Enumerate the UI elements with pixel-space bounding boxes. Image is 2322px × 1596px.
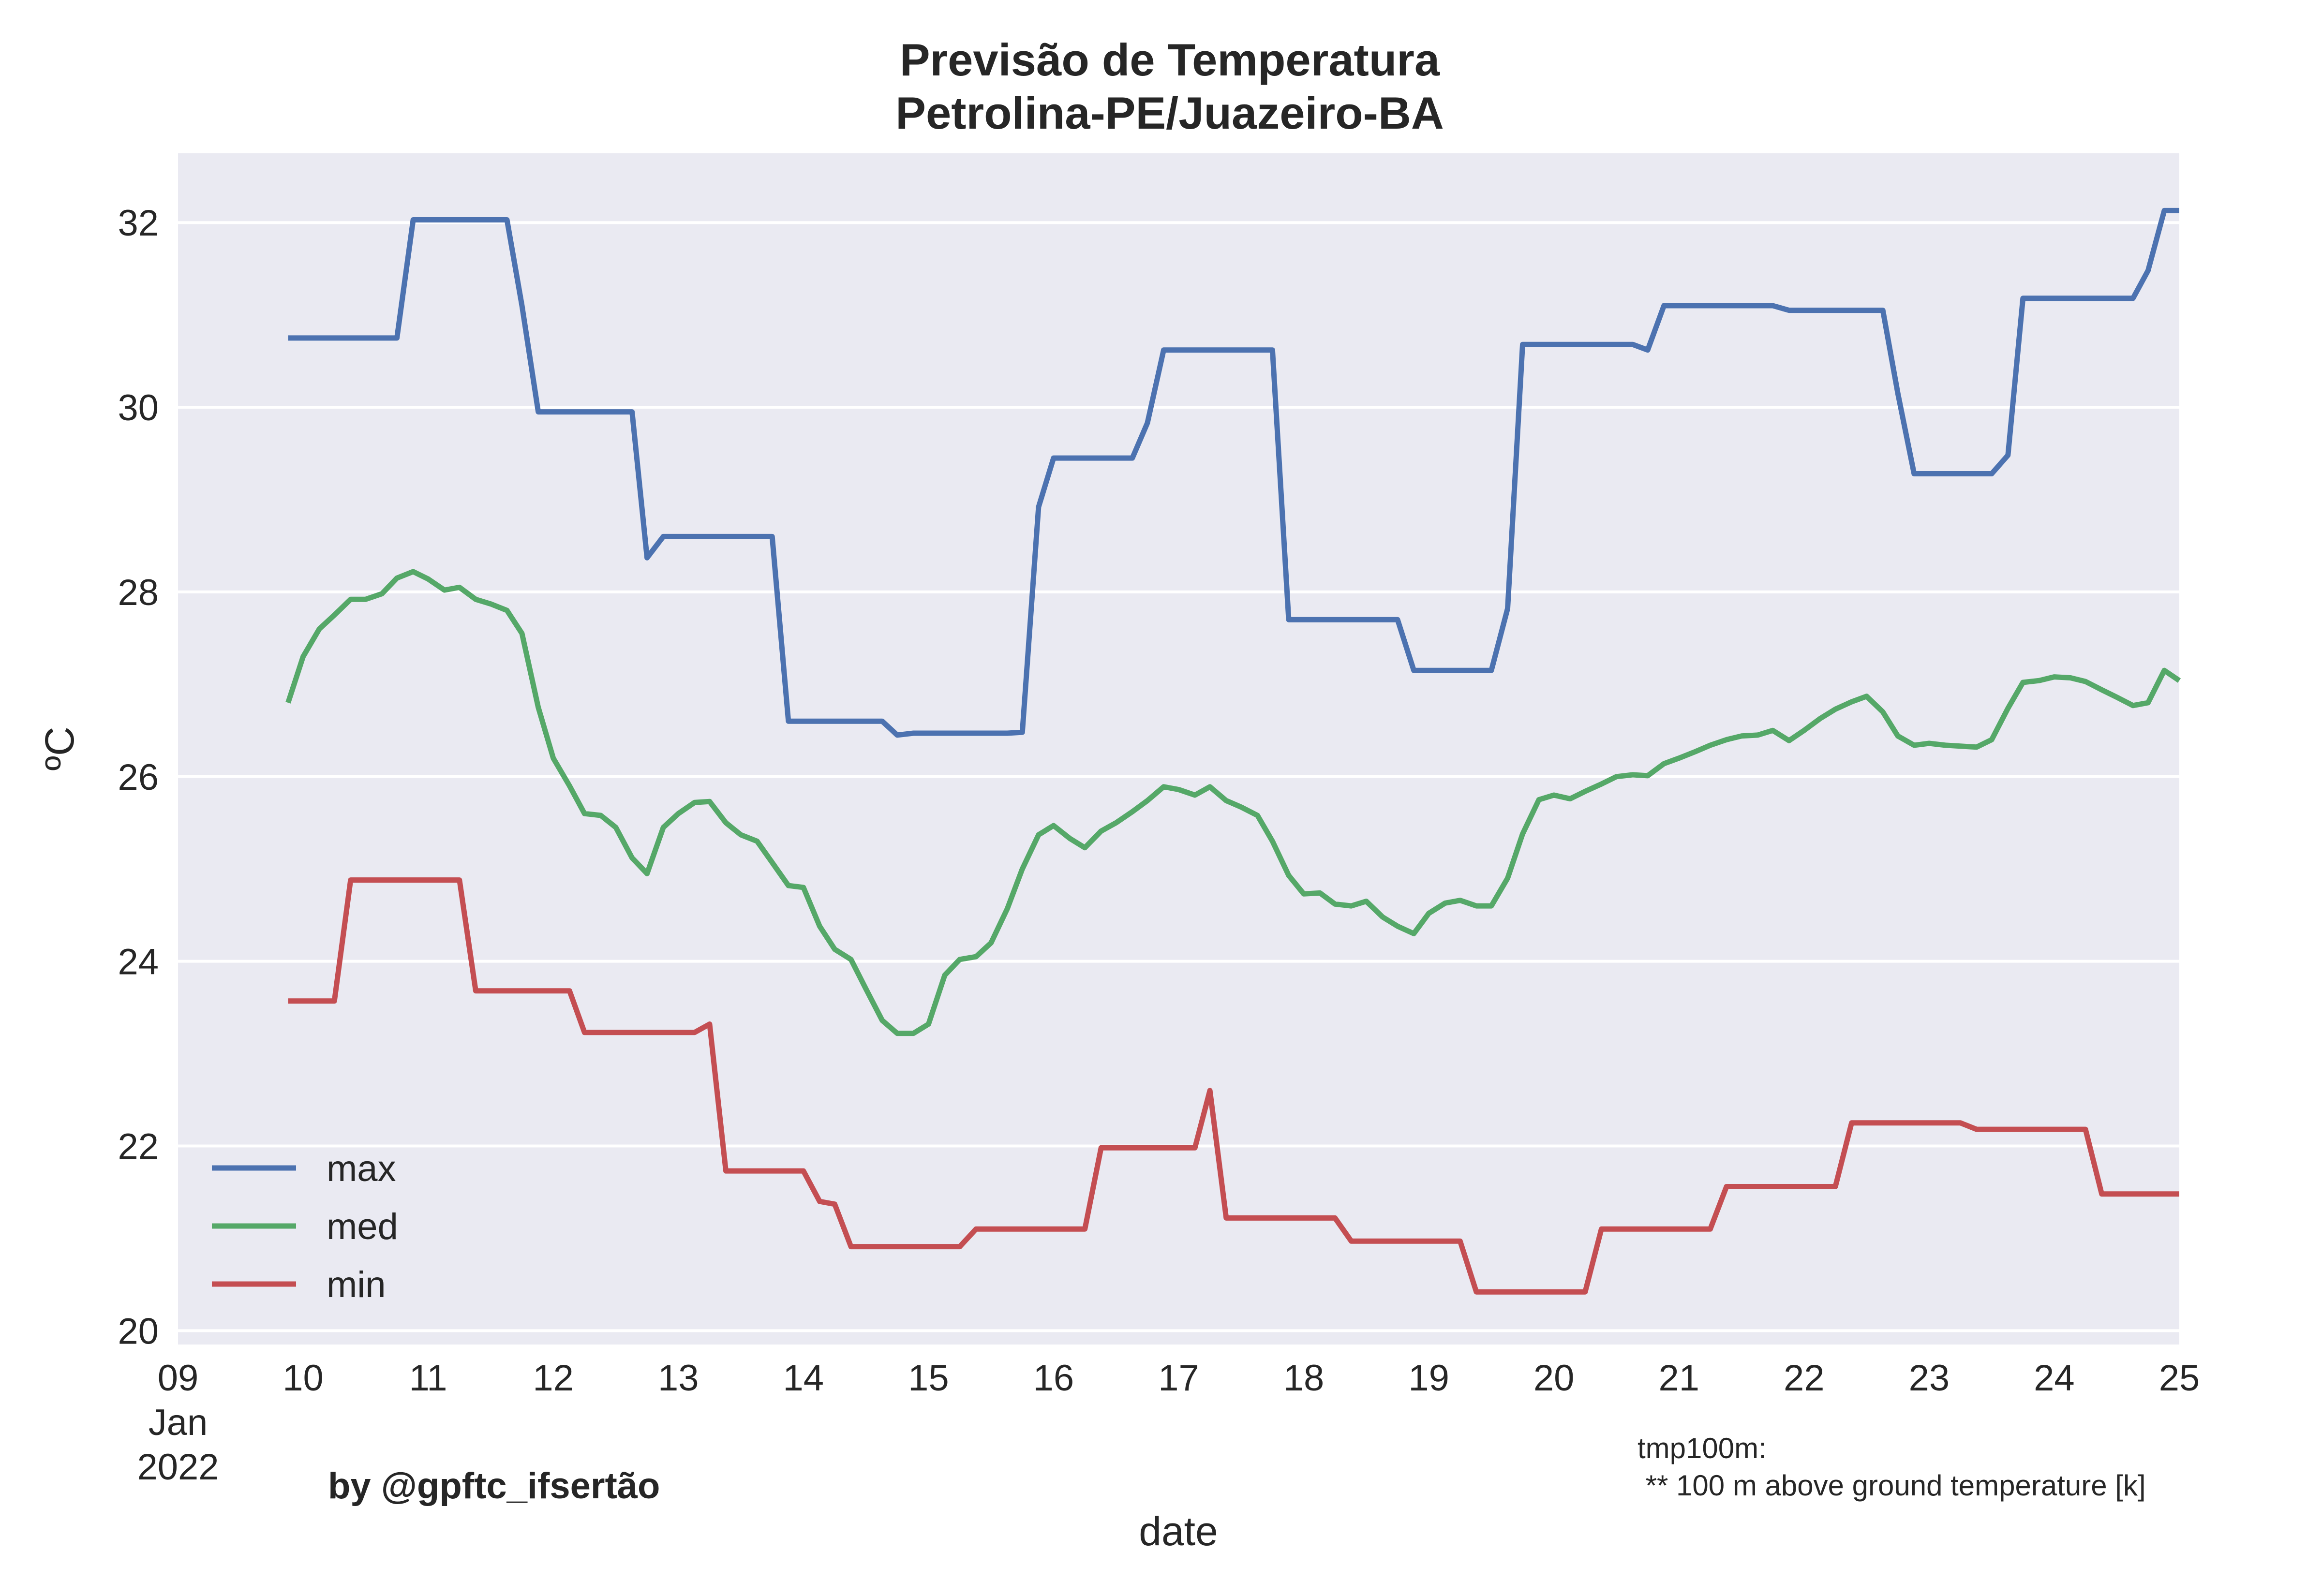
- footnote-line1: tmp100m:: [1637, 1432, 1767, 1464]
- x-tick-label-line: 15: [908, 1358, 949, 1399]
- x-tick-label-line: 19: [1408, 1358, 1449, 1399]
- x-tick-label: 23: [1909, 1358, 1950, 1399]
- x-tick-label-line: 16: [1033, 1358, 1074, 1399]
- x-tick-label: 16: [1033, 1358, 1074, 1399]
- footnote: tmp100m: ** 100 m above ground temperatu…: [1637, 1432, 2146, 1502]
- y-tick-label: 28: [118, 572, 159, 613]
- x-tick-label: 19: [1408, 1358, 1449, 1399]
- series-line-min: [288, 877, 2179, 1295]
- x-tick-label: 09 Jan 2022: [137, 1358, 219, 1488]
- x-tick-label-line: 09: [158, 1358, 199, 1399]
- y-tick-label: 22: [118, 1126, 159, 1167]
- x-tick-label: 18: [1283, 1358, 1325, 1399]
- x-tick-label-line: 24: [2034, 1358, 2075, 1399]
- x-tick-label-line: 14: [783, 1358, 824, 1399]
- x-tick-label: 20: [1533, 1358, 1575, 1399]
- x-tick-label: 12: [533, 1358, 574, 1399]
- x-tick-label-line: 20: [1533, 1358, 1575, 1399]
- series-line-med: [285, 569, 2181, 1036]
- x-tick-label-line: 2022: [137, 1447, 219, 1488]
- x-tick-label: 11: [409, 1358, 447, 1399]
- y-tick-labels: 20 22 24 26 28 30 32: [118, 203, 159, 1352]
- footnote-line2: ** 100 m above ground temperature [k]: [1637, 1469, 2146, 1502]
- x-tick-label-line: 21: [1658, 1358, 1699, 1399]
- x-tick-label: 13: [658, 1358, 699, 1399]
- x-tick-label-line: 18: [1283, 1358, 1325, 1399]
- x-tick-label-line: 12: [533, 1358, 574, 1399]
- plot-area: [178, 153, 2179, 1345]
- series-line-max: [288, 207, 2179, 738]
- x-tick-label-line: 10: [283, 1358, 324, 1399]
- y-tick-label: 20: [118, 1311, 159, 1352]
- grid-lines: [178, 221, 2179, 1332]
- legend-label-max: max: [327, 1148, 396, 1189]
- x-tick-label: 15: [908, 1358, 949, 1399]
- y-tick-label: 26: [118, 757, 159, 798]
- legend-label-med: med: [327, 1206, 398, 1247]
- y-tick-label: 24: [118, 942, 159, 983]
- x-tick-labels: 09 Jan 2022 10 11 12 13 14 15 16 17 18 19 20 21 22 23 24 2…: [137, 1358, 2200, 1488]
- y-tick-label: 32: [118, 203, 159, 244]
- x-tick-label: 17: [1158, 1358, 1199, 1399]
- series-lines: [285, 207, 2181, 1295]
- y-tick-label: 30: [118, 387, 159, 429]
- chart-title: Previsão de Temperatura Petrolina-PE/Jua…: [895, 34, 1444, 138]
- x-tick-label-line: 23: [1909, 1358, 1950, 1399]
- x-tick-label: 25: [2159, 1358, 2200, 1399]
- x-axis-label: date: [1139, 1508, 1218, 1554]
- legend: max med min: [212, 1148, 398, 1305]
- x-tick-label-line: Jan: [149, 1402, 208, 1443]
- x-tick-label-line: 25: [2159, 1358, 2200, 1399]
- y-axis-label: ºC: [37, 726, 82, 770]
- chart-title-line1: Previsão de Temperatura: [900, 34, 1440, 85]
- x-tick-label: 24: [2034, 1358, 2075, 1399]
- x-tick-label-line: 11: [409, 1358, 447, 1399]
- x-tick-label-line: 13: [658, 1358, 699, 1399]
- x-tick-label: 10: [283, 1358, 324, 1399]
- legend-label-min: min: [327, 1264, 386, 1305]
- x-tick-label-line: 17: [1158, 1358, 1199, 1399]
- chart-subtitle: Petrolina-PE/Juazeiro-BA: [895, 88, 1444, 138]
- credit-text: by @gpftc_ifsertão: [328, 1465, 660, 1507]
- x-tick-label: 21: [1658, 1358, 1699, 1399]
- x-tick-label: 14: [783, 1358, 824, 1399]
- x-tick-label-line: 22: [1784, 1358, 1825, 1399]
- x-tick-label: 22: [1784, 1358, 1825, 1399]
